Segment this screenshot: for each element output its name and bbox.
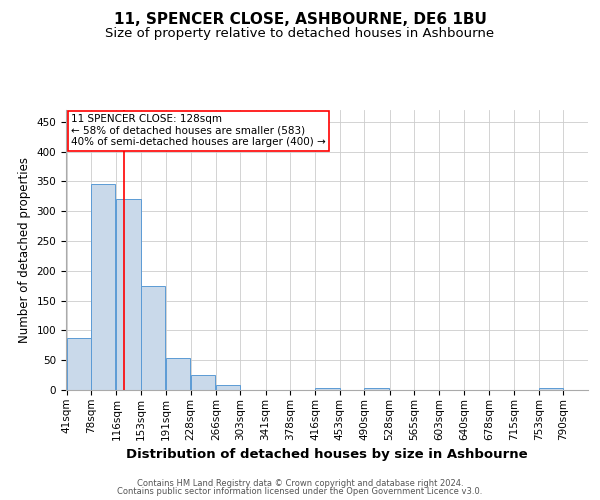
Text: 11 SPENCER CLOSE: 128sqm
← 58% of detached houses are smaller (583)
40% of semi-: 11 SPENCER CLOSE: 128sqm ← 58% of detach… [71,114,326,148]
X-axis label: Distribution of detached houses by size in Ashbourne: Distribution of detached houses by size … [126,448,528,461]
Bar [67,338,91,390]
Bar [539,388,563,390]
Bar [364,388,389,390]
Bar [191,375,215,390]
Bar [166,358,190,390]
Text: Contains public sector information licensed under the Open Government Licence v3: Contains public sector information licen… [118,487,482,496]
Bar [116,200,140,390]
Text: Contains HM Land Registry data © Crown copyright and database right 2024.: Contains HM Land Registry data © Crown c… [137,478,463,488]
Text: 11, SPENCER CLOSE, ASHBOURNE, DE6 1BU: 11, SPENCER CLOSE, ASHBOURNE, DE6 1BU [113,12,487,28]
Bar [316,388,340,390]
Text: Size of property relative to detached houses in Ashbourne: Size of property relative to detached ho… [106,28,494,40]
Y-axis label: Number of detached properties: Number of detached properties [18,157,31,343]
Bar [141,286,165,390]
Bar [91,184,115,390]
Bar [216,385,240,390]
